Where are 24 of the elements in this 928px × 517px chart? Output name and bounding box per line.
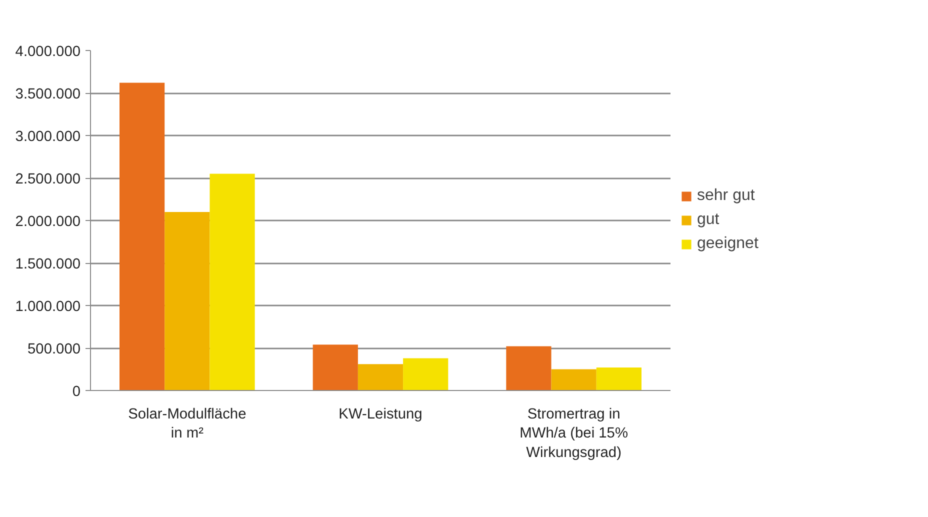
- y-tick-label: 3.500.000: [15, 86, 80, 102]
- bar: [312, 344, 358, 390]
- x-tick-label: Stromertrag in MWh/a (bei 15% Wirkungsgrad): [520, 406, 628, 461]
- bar: [210, 174, 255, 390]
- legend-label: gut: [697, 211, 720, 229]
- y-tick-label: 3.000.000: [15, 129, 80, 145]
- y-tick-label: 4.000.000: [15, 44, 80, 60]
- y-tick-label: 0: [72, 384, 81, 400]
- x-tick-label: KW-Leistung: [338, 406, 422, 422]
- y-tick-label: 1.000.000: [15, 299, 80, 315]
- y-tick-label: 500.000: [28, 342, 81, 358]
- x-tick-label: Solar-Modulfläche in m²: [128, 406, 246, 442]
- y-tick-label: 1.500.000: [15, 256, 80, 272]
- y-tick-label: 2.000.000: [15, 214, 80, 230]
- bar: [403, 358, 448, 390]
- legend-label: geeignet: [697, 235, 758, 253]
- bar: [506, 346, 552, 390]
- bar: [596, 368, 642, 390]
- legend-label: sehr gut: [697, 187, 755, 205]
- y-tick-label: 2.500.000: [15, 172, 80, 188]
- bar: [164, 212, 210, 390]
- bar: [120, 82, 165, 390]
- bar: [551, 369, 596, 390]
- bar: [358, 364, 404, 390]
